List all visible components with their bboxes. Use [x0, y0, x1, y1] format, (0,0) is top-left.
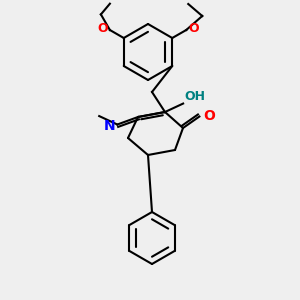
Text: OH: OH: [184, 89, 205, 103]
Text: N: N: [104, 118, 115, 133]
Text: O: O: [203, 109, 215, 122]
Text: O: O: [97, 22, 108, 35]
Text: O: O: [188, 22, 199, 34]
